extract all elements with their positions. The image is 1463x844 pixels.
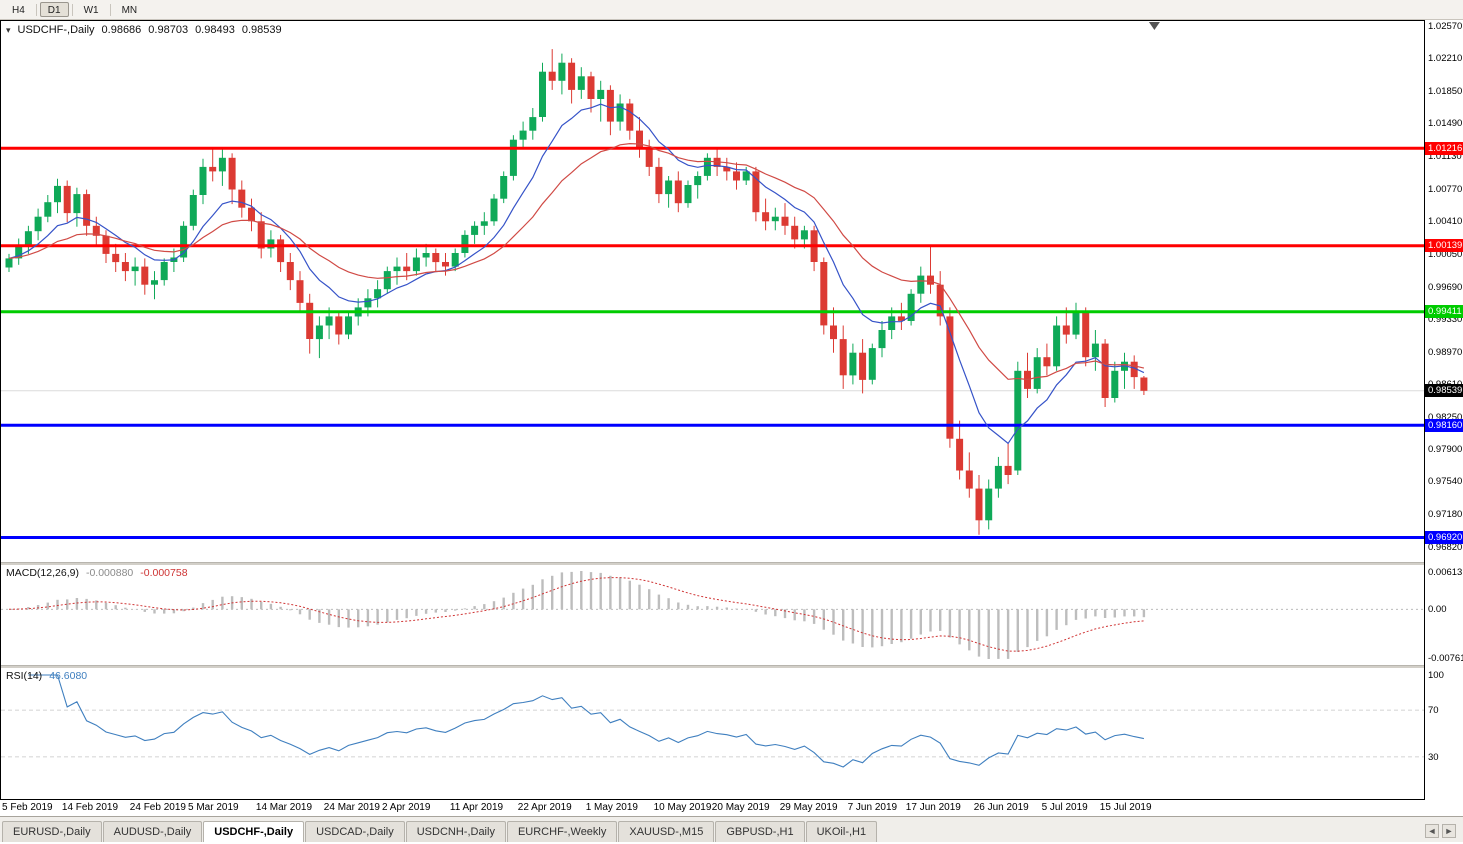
tab-eurusd-daily[interactable]: EURUSD-,Daily [2,821,102,842]
price-tick-label: 0.96820 [1428,541,1463,553]
price-tick-label: 1.01130 [1428,151,1462,163]
price-tick-label: 0.99330 [1428,314,1463,326]
tab-usdcnh-daily[interactable]: USDCNH-,Daily [405,821,506,842]
macd-axis-min-label: -0.00761 [1428,653,1463,664]
date-tick-label: 15 Jul 2019 [1099,802,1152,813]
chart-shift-marker-icon[interactable] [1148,22,1160,30]
legend-symbol: USDCHF-,Daily [17,24,95,36]
level-price-tag: 0.99411 [1425,305,1463,319]
tab-usdcad-daily[interactable]: USDCAD-,Daily [305,821,405,842]
rsi-pane[interactable]: RSI(14) 46.6080 [1,668,1424,799]
date-tick-label: 5 Jul 2019 [1041,802,1088,813]
tab-usdchf-daily[interactable]: USDCHF-,Daily [203,821,305,842]
pane-splitter-rsi[interactable] [1,665,1424,668]
current-price-tag: 0.98539 [1425,384,1463,398]
date-tick-label: 5 Mar 2019 [188,802,239,813]
pane-splitter-macd[interactable] [1,562,1424,565]
tab-gbpusd-h1[interactable]: GBPUSD-,H1 [715,821,805,842]
main-chart-pane[interactable]: ▾ USDCHF-,Daily 0.98686 0.98703 0.98493 … [1,21,1424,562]
level-price-tag: 0.96920 [1425,531,1463,545]
price-tick-label: 1.02570 [1428,20,1463,32]
date-tick-label: 10 May 2019 [653,802,712,813]
macd-canvas[interactable] [1,565,1424,665]
price-tick-label: 1.01490 [1428,118,1463,130]
macd-value: -0.000880 [85,567,134,579]
legend-open: 0.98686 [101,24,142,36]
timeframe-button-h4[interactable]: H4 [12,5,25,16]
price-tick-label: 1.00770 [1428,183,1463,195]
price-tick-label: 0.97180 [1428,508,1463,520]
legend-low: 0.98493 [195,24,235,36]
chart-menu-icon[interactable]: ▾ [6,24,11,35]
timeframe-button-mn[interactable]: MN [121,5,138,16]
rsi-legend: RSI(14) 46.6080 [6,670,87,682]
rsi-line [28,674,1145,768]
timeframe-button-d1[interactable]: D1 [39,2,69,17]
toolbar-separator [35,3,37,16]
candlestick-canvas[interactable] [1,21,1424,562]
macd-axis-zero-label: 0.00 [1428,604,1447,616]
level-price-tag: 1.00139 [1425,239,1463,253]
rsi-label: RSI(14) [6,670,43,682]
date-tick-label: 11 Apr 2019 [449,802,504,813]
time-axis: 5 Feb 2019 14 Feb 2019 24 Feb 2019 5 Mar 20… [0,800,1425,816]
date-tick-label: 20 May 2019 [711,802,770,813]
level-price-tag: 1.01216 [1425,141,1463,155]
date-tick-label: 17 Jun 2019 [905,802,961,813]
rsi-axis-label: 100 [1428,670,1444,681]
date-tick-label: 24 Mar 2019 [323,802,380,813]
level-price-tag: 0.98160 [1425,418,1463,432]
tab-audusd-daily[interactable]: AUDUSD-,Daily [102,821,203,842]
chart-tabbar: EURUSD-,Daily AUDUSD-,Daily USDCHF-,Daily U… [0,816,1463,842]
rsi-canvas[interactable] [1,668,1424,799]
tab-eurchf-weekly[interactable]: EURCHF-,Weekly [506,821,618,842]
price-tick-label: 1.00050 [1428,248,1463,260]
date-tick-label: 29 May 2019 [779,802,838,813]
rsi-value: 46.6080 [49,670,88,682]
macd-histogram [17,571,1146,659]
rsi-axis-label: 70 [1428,705,1439,717]
tab-scroll-left-icon[interactable]: ◄ [1425,824,1439,838]
legend-high: 0.98703 [148,24,189,36]
date-tick-label: 2 Apr 2019 [382,802,431,813]
price-tick-label: 1.00410 [1428,216,1463,228]
tab-scroll-controls: ◄ ► [1425,824,1461,842]
date-tick-label: 1 May 2019 [585,802,638,813]
price-tick-label: 0.98250 [1428,412,1463,423]
price-tick-label: 0.99690 [1428,281,1463,293]
rsi-axis-label: 30 [1428,751,1439,763]
tab-scroll-right-icon[interactable]: ► [1442,824,1456,838]
date-tick-label: 22 Apr 2019 [517,802,572,813]
macd-axis-max-label: 0.00613 [1428,567,1463,578]
date-tick-label: 7 Jun 2019 [847,802,898,813]
tab-xauusd-m15[interactable]: XAUUSD-,M15 [618,821,715,842]
toolbar-separator [109,3,111,16]
price-tick-label: 1.01850 [1428,85,1463,97]
macd-signal-line [8,577,1144,652]
macd-label: MACD(12,26,9) [6,567,79,579]
date-tick-label: 26 Jun 2019 [973,802,1029,813]
chart-legend: ▾ USDCHF-,Daily 0.98686 0.98703 0.98493 … [6,24,282,36]
price-tick-label: 0.97900 [1428,443,1463,455]
toolbar-separator [71,3,73,16]
macd-pane[interactable]: MACD(12,26,9) -0.000880 -0.000758 [1,565,1424,665]
timeframe-toolbar: H4 D1 W1 MN [0,0,1463,20]
tab-ukoil-h1[interactable]: UKOil-,H1 [805,821,878,842]
price-axis: 1.02570 1.02210 1.01850 1.01490 1.01130 1.007… [1425,20,1463,800]
macd-signal-value: -0.000758 [140,567,188,579]
legend-close: 0.98539 [241,24,282,36]
macd-legend: MACD(12,26,9) -0.000880 -0.000758 [6,567,188,579]
date-tick-label: 14 Feb 2019 [61,802,119,813]
price-tick-label: 0.98970 [1428,346,1463,358]
chart-frame: ▾ USDCHF-,Daily 0.98686 0.98703 0.98493 … [0,20,1425,800]
price-tick-label: 1.02210 [1428,53,1463,65]
date-tick-label: 14 Mar 2019 [255,802,313,813]
date-tick-label: 5 Feb 2019 [2,802,53,813]
date-tick-label: 24 Feb 2019 [129,802,186,813]
price-tick-label: 0.97540 [1428,476,1463,488]
timeframe-button-w1[interactable]: W1 [83,5,99,16]
candles-layer [5,49,1148,535]
chart-area: ▾ USDCHF-,Daily 0.98686 0.98703 0.98493 … [0,20,1463,800]
